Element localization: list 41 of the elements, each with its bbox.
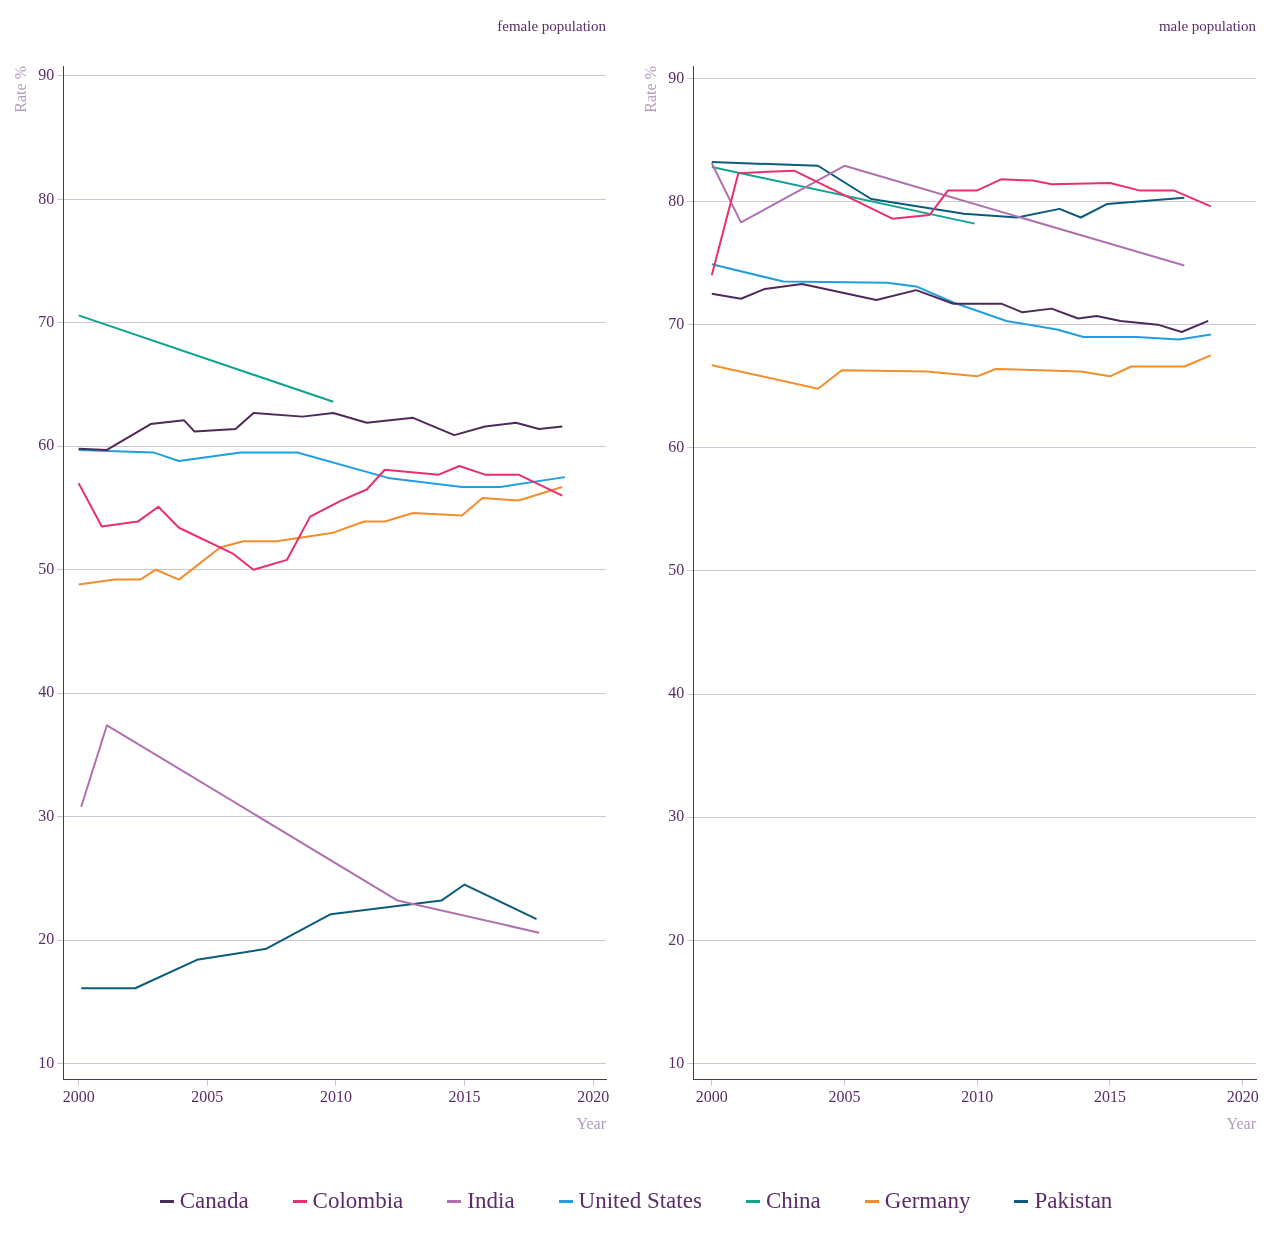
y-tick-label: 70: [668, 314, 685, 332]
y-tick-label: 20: [38, 930, 55, 948]
legend-label: China: [765, 1188, 821, 1214]
y-axis-title: Rate %: [11, 66, 29, 113]
legend-label: United States: [578, 1188, 702, 1214]
legend-label: Colombia: [312, 1188, 404, 1214]
y-tick-label: 40: [38, 683, 55, 701]
y-axis-title: Rate %: [641, 66, 659, 113]
x-tick-label: 2010: [961, 1088, 994, 1106]
x-tick-label: 2015: [448, 1088, 481, 1106]
chart-title: male population: [1158, 17, 1257, 34]
y-tick-label: 90: [668, 68, 685, 86]
y-tick-label: 50: [668, 561, 685, 579]
x-axis-title: Year: [576, 1114, 607, 1132]
y-tick-label: 10: [668, 1053, 685, 1071]
chart-title: female population: [497, 17, 607, 34]
x-tick-label: 2015: [1093, 1088, 1126, 1106]
x-tick-label: 2010: [319, 1088, 352, 1106]
y-tick-label: 30: [668, 807, 685, 825]
y-tick-label: 70: [38, 313, 55, 330]
legend-label: Pakistan: [1034, 1188, 1113, 1214]
x-tick-label: 2000: [62, 1088, 95, 1106]
x-tick-label: 2005: [828, 1088, 861, 1106]
x-tick-label: 2005: [191, 1088, 224, 1106]
y-tick-label: 60: [38, 436, 55, 454]
y-tick-label: 50: [38, 559, 55, 577]
y-tick-label: 90: [38, 66, 55, 84]
x-axis-title: Year: [1226, 1114, 1257, 1132]
x-tick-label: 2020: [577, 1088, 610, 1106]
y-tick-label: 80: [38, 189, 55, 207]
legend-label: Germany: [884, 1188, 971, 1214]
legend-label: Canada: [179, 1188, 249, 1214]
y-tick-label: 10: [38, 1053, 55, 1071]
x-tick-label: 2020: [1226, 1088, 1259, 1106]
y-tick-label: 40: [668, 684, 685, 702]
legend-label: India: [467, 1188, 515, 1214]
y-tick-label: 80: [668, 191, 685, 209]
y-tick-label: 20: [668, 930, 685, 948]
y-tick-label: 60: [668, 438, 685, 455]
x-tick-label: 2000: [695, 1088, 728, 1106]
y-tick-label: 30: [38, 806, 55, 824]
